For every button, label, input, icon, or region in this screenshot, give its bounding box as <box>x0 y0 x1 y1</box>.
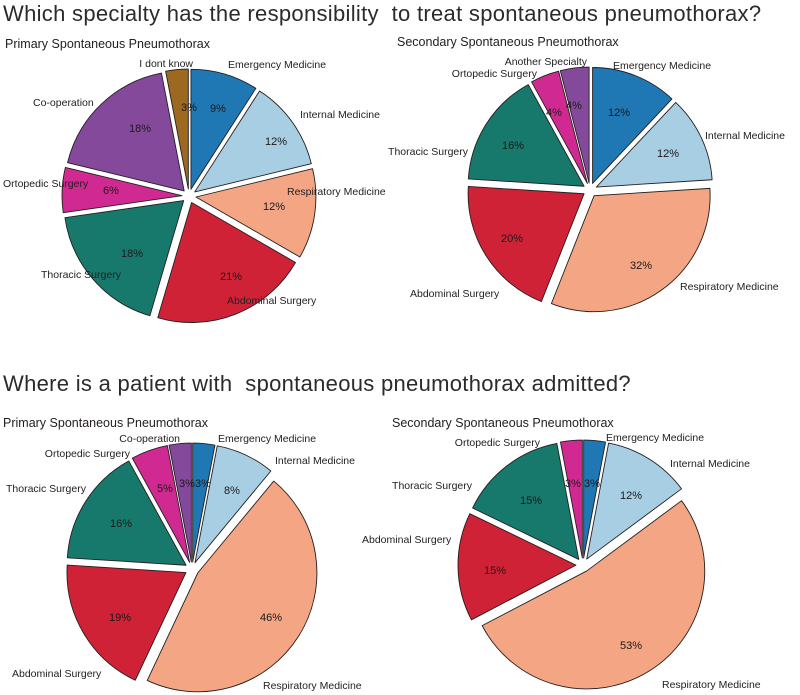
slice-label-co-operation: Co-operation <box>119 433 180 445</box>
pct-label-emergency-medicine: 3% <box>584 478 600 490</box>
slice-label-respiratory-medicine: Respiratory Medicine <box>680 281 779 293</box>
slice-label-ortopedic-surgery: Ortopedic Surgery <box>452 68 538 80</box>
pct-label-respiratory-medicine: 12% <box>263 201 285 213</box>
pct-label-internal-medicine: 12% <box>265 136 287 148</box>
pie-slice-respiratory-medicine <box>481 500 706 690</box>
pct-label-ortopedic-surgery: 3% <box>565 478 581 490</box>
pct-label-i-dont-know: 3% <box>181 102 197 114</box>
chart-title: Secondary Spontaneous Pneumothorax <box>397 35 619 49</box>
slice-label-respiratory-medicine: Respiratory Medicine <box>662 679 761 691</box>
pct-label-internal-medicine: 12% <box>657 148 679 160</box>
pct-label-ortopedic-surgery: 4% <box>546 107 562 119</box>
pct-label-emergency-medicine: 9% <box>210 103 226 115</box>
slice-label-abdominal-surgery: Abdominal Surgery <box>12 668 102 680</box>
pie-slice-internal-medicine <box>595 102 713 188</box>
pie-chart-secondary-spontaneous-pneumothorax: Secondary Spontaneous Pneumothorax 3% Emer… <box>362 416 761 691</box>
chart-title: Primary Spontaneous Pneumothorax <box>3 416 209 430</box>
slice-label-abdominal-surgery: Abdominal Surgery <box>410 288 500 300</box>
pie-slice-respiratory-medicine <box>195 168 317 258</box>
pie-slice-ortopedic-surgery <box>61 166 183 214</box>
pct-label-internal-medicine: 8% <box>224 485 240 497</box>
pct-label-respiratory-medicine: 53% <box>620 640 642 652</box>
slice-label-i-dont-know: I dont know <box>139 58 193 70</box>
slice-label-co-operation: Co-operation <box>33 97 94 109</box>
pie-slice-thoracic-surgery <box>472 443 580 560</box>
pie-chart-secondary-spontaneous-pneumothorax: Secondary Spontaneous Pneumothorax 12% Eme… <box>388 35 785 313</box>
pie-slice-ortopedic-surgery <box>131 445 191 563</box>
pie-slice-internal-medicine <box>194 445 272 564</box>
question-heading-admitted: Where is a patient with spontaneous pneu… <box>3 371 631 396</box>
pie-slice-abdominal-surgery <box>467 186 585 303</box>
pie-chart-primary-spontaneous-pneumothorax: Primary Spontaneous Pneumothorax 9% Emerge… <box>3 37 386 323</box>
pct-label-abdominal-surgery: 21% <box>220 271 242 283</box>
pct-label-internal-medicine: 12% <box>620 490 642 502</box>
pie-slice-respiratory-medicine <box>146 480 318 693</box>
slice-label-abdominal-surgery: Abdominal Surgery <box>227 295 317 307</box>
pct-label-ortopedic-surgery: 5% <box>157 483 173 495</box>
slice-label-thoracic-surgery: Thoracic Surgery <box>388 146 469 158</box>
pie-slice-i-dont-know <box>165 68 189 190</box>
pie-chart-primary-spontaneous-pneumothorax: Primary Spontaneous Pneumothorax 3% Emerge… <box>3 416 362 693</box>
pct-label-thoracic-surgery: 15% <box>520 495 542 507</box>
slice-label-internal-medicine: Internal Medicine <box>275 455 355 467</box>
pct-label-thoracic-surgery: 18% <box>121 248 143 260</box>
pie-slice-emergency-medicine <box>190 68 257 190</box>
chart-title: Secondary Spontaneous Pneumothorax <box>392 416 614 430</box>
chart-title: Primary Spontaneous Pneumothorax <box>5 37 211 51</box>
slice-label-ortopedic-surgery: Ortopedic Surgery <box>3 178 89 190</box>
pie-slice-emergency-medicine <box>592 67 673 184</box>
pie-slice-another-specialty <box>559 66 590 184</box>
pct-label-ortopedic-surgery: 6% <box>103 185 119 197</box>
slice-label-emergency-medicine: Emergency Medicine <box>613 60 711 72</box>
slice-label-abdominal-surgery: Abdominal Surgery <box>362 534 452 546</box>
pct-label-thoracic-surgery: 16% <box>110 518 132 530</box>
pct-label-another-specialty: 4% <box>566 100 582 112</box>
pie-slice-internal-medicine <box>586 442 682 560</box>
pie-slice-ortopedic-surgery <box>560 439 583 559</box>
slice-label-ortopedic-surgery: Ortopedic Surgery <box>455 437 541 449</box>
pct-label-emergency-medicine: 3% <box>195 478 211 490</box>
pie-slice-abdominal-surgery <box>457 513 577 621</box>
slice-label-emergency-medicine: Emergency Medicine <box>228 59 326 71</box>
pct-label-co-operation: 3% <box>179 478 195 490</box>
pct-label-abdominal-surgery: 20% <box>501 233 523 245</box>
slice-label-thoracic-surgery: Thoracic Surgery <box>392 480 473 492</box>
pie-slice-thoracic-surgery <box>66 460 187 566</box>
pie-slice-co-operation <box>67 72 185 192</box>
slice-label-emergency-medicine: Emergency Medicine <box>218 433 316 445</box>
pct-label-emergency-medicine: 12% <box>608 107 630 119</box>
slice-label-internal-medicine: Internal Medicine <box>705 130 785 142</box>
slice-label-internal-medicine: Internal Medicine <box>300 109 380 121</box>
slice-label-internal-medicine: Internal Medicine <box>670 458 750 470</box>
slice-label-respiratory-medicine: Respiratory Medicine <box>287 186 386 198</box>
pct-label-co-operation: 18% <box>129 123 151 135</box>
slice-label-another-specialty: Another Specialty <box>505 56 588 68</box>
pct-label-abdominal-surgery: 15% <box>484 565 506 577</box>
question-heading-treat: Which specialty has the responsibility t… <box>3 1 762 26</box>
pie-slice-thoracic-surgery <box>64 200 185 317</box>
pie-slice-respiratory-medicine <box>550 187 711 313</box>
pie-slice-emergency-medicine <box>192 442 216 563</box>
pie-slice-ortopedic-surgery <box>531 70 588 184</box>
pct-label-respiratory-medicine: 32% <box>630 260 652 272</box>
pie-slice-co-operation <box>168 442 192 563</box>
slice-label-ortopedic-surgery: Ortopedic Surgery <box>45 448 131 460</box>
pct-label-abdominal-surgery: 19% <box>109 612 131 624</box>
pie-slice-abdominal-surgery <box>66 564 187 681</box>
pct-label-respiratory-medicine: 46% <box>260 612 282 624</box>
slice-label-thoracic-surgery: Thoracic Surgery <box>6 483 87 495</box>
pie-slice-emergency-medicine <box>583 439 606 559</box>
pie-slice-abdominal-surgery <box>157 202 296 323</box>
slice-label-emergency-medicine: Emergency Medicine <box>606 432 704 444</box>
pct-label-thoracic-surgery: 16% <box>502 140 524 152</box>
pie-slice-internal-medicine <box>194 90 312 193</box>
slice-label-thoracic-surgery: Thoracic Surgery <box>41 269 122 281</box>
pie-slice-thoracic-surgery <box>467 84 585 187</box>
slice-label-respiratory-medicine: Respiratory Medicine <box>263 680 362 692</box>
